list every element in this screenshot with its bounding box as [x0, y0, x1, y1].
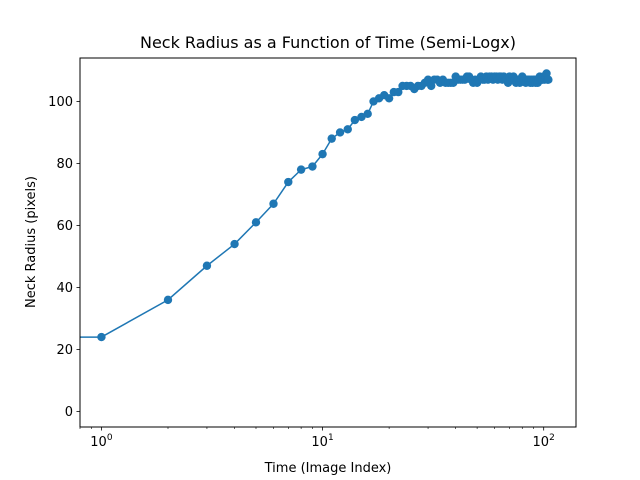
- data-point: [318, 149, 327, 159]
- y-tick-label: 0: [65, 405, 73, 420]
- data-point: [363, 109, 372, 119]
- data-point: [327, 134, 336, 143]
- axes: 0 20 40 60 80 100 100 101 102: [48, 57, 577, 450]
- data-point: [308, 162, 317, 171]
- data-point: [350, 115, 360, 125]
- data-point: [343, 125, 352, 134]
- x-tick-label: 101: [311, 433, 333, 450]
- data-point: [384, 94, 394, 103]
- plot-area: [80, 69, 553, 342]
- data-point: [284, 177, 293, 187]
- data-point: [202, 261, 212, 270]
- axes-frame: [79, 57, 577, 428]
- data-point: [335, 128, 345, 137]
- data-point: [357, 112, 366, 122]
- data-point: [427, 81, 436, 91]
- series-group: [80, 69, 553, 342]
- data-point: [423, 75, 433, 84]
- y-tick-label: 100: [48, 95, 73, 110]
- data-point: [163, 295, 173, 305]
- data-point: [269, 199, 278, 208]
- data-point: [251, 218, 261, 227]
- y-tick-label: 80: [56, 157, 73, 172]
- data-point: [544, 75, 553, 84]
- data-point: [394, 87, 403, 97]
- y-tick-label: 60: [56, 219, 73, 234]
- chart-title: Neck Radius as a Function of Time (Semi-…: [140, 33, 516, 52]
- y-axis-label: Neck Radius (pixels): [24, 176, 39, 308]
- y-tick-label: 20: [56, 343, 73, 358]
- data-point: [97, 332, 106, 342]
- x-tick-label: 102: [533, 433, 555, 450]
- x-axis-label: Time (Image Index): [264, 461, 392, 476]
- x-tick-label: 100: [90, 433, 113, 450]
- y-tick-label: 40: [56, 281, 73, 296]
- data-point: [296, 165, 306, 174]
- data-point: [230, 239, 239, 249]
